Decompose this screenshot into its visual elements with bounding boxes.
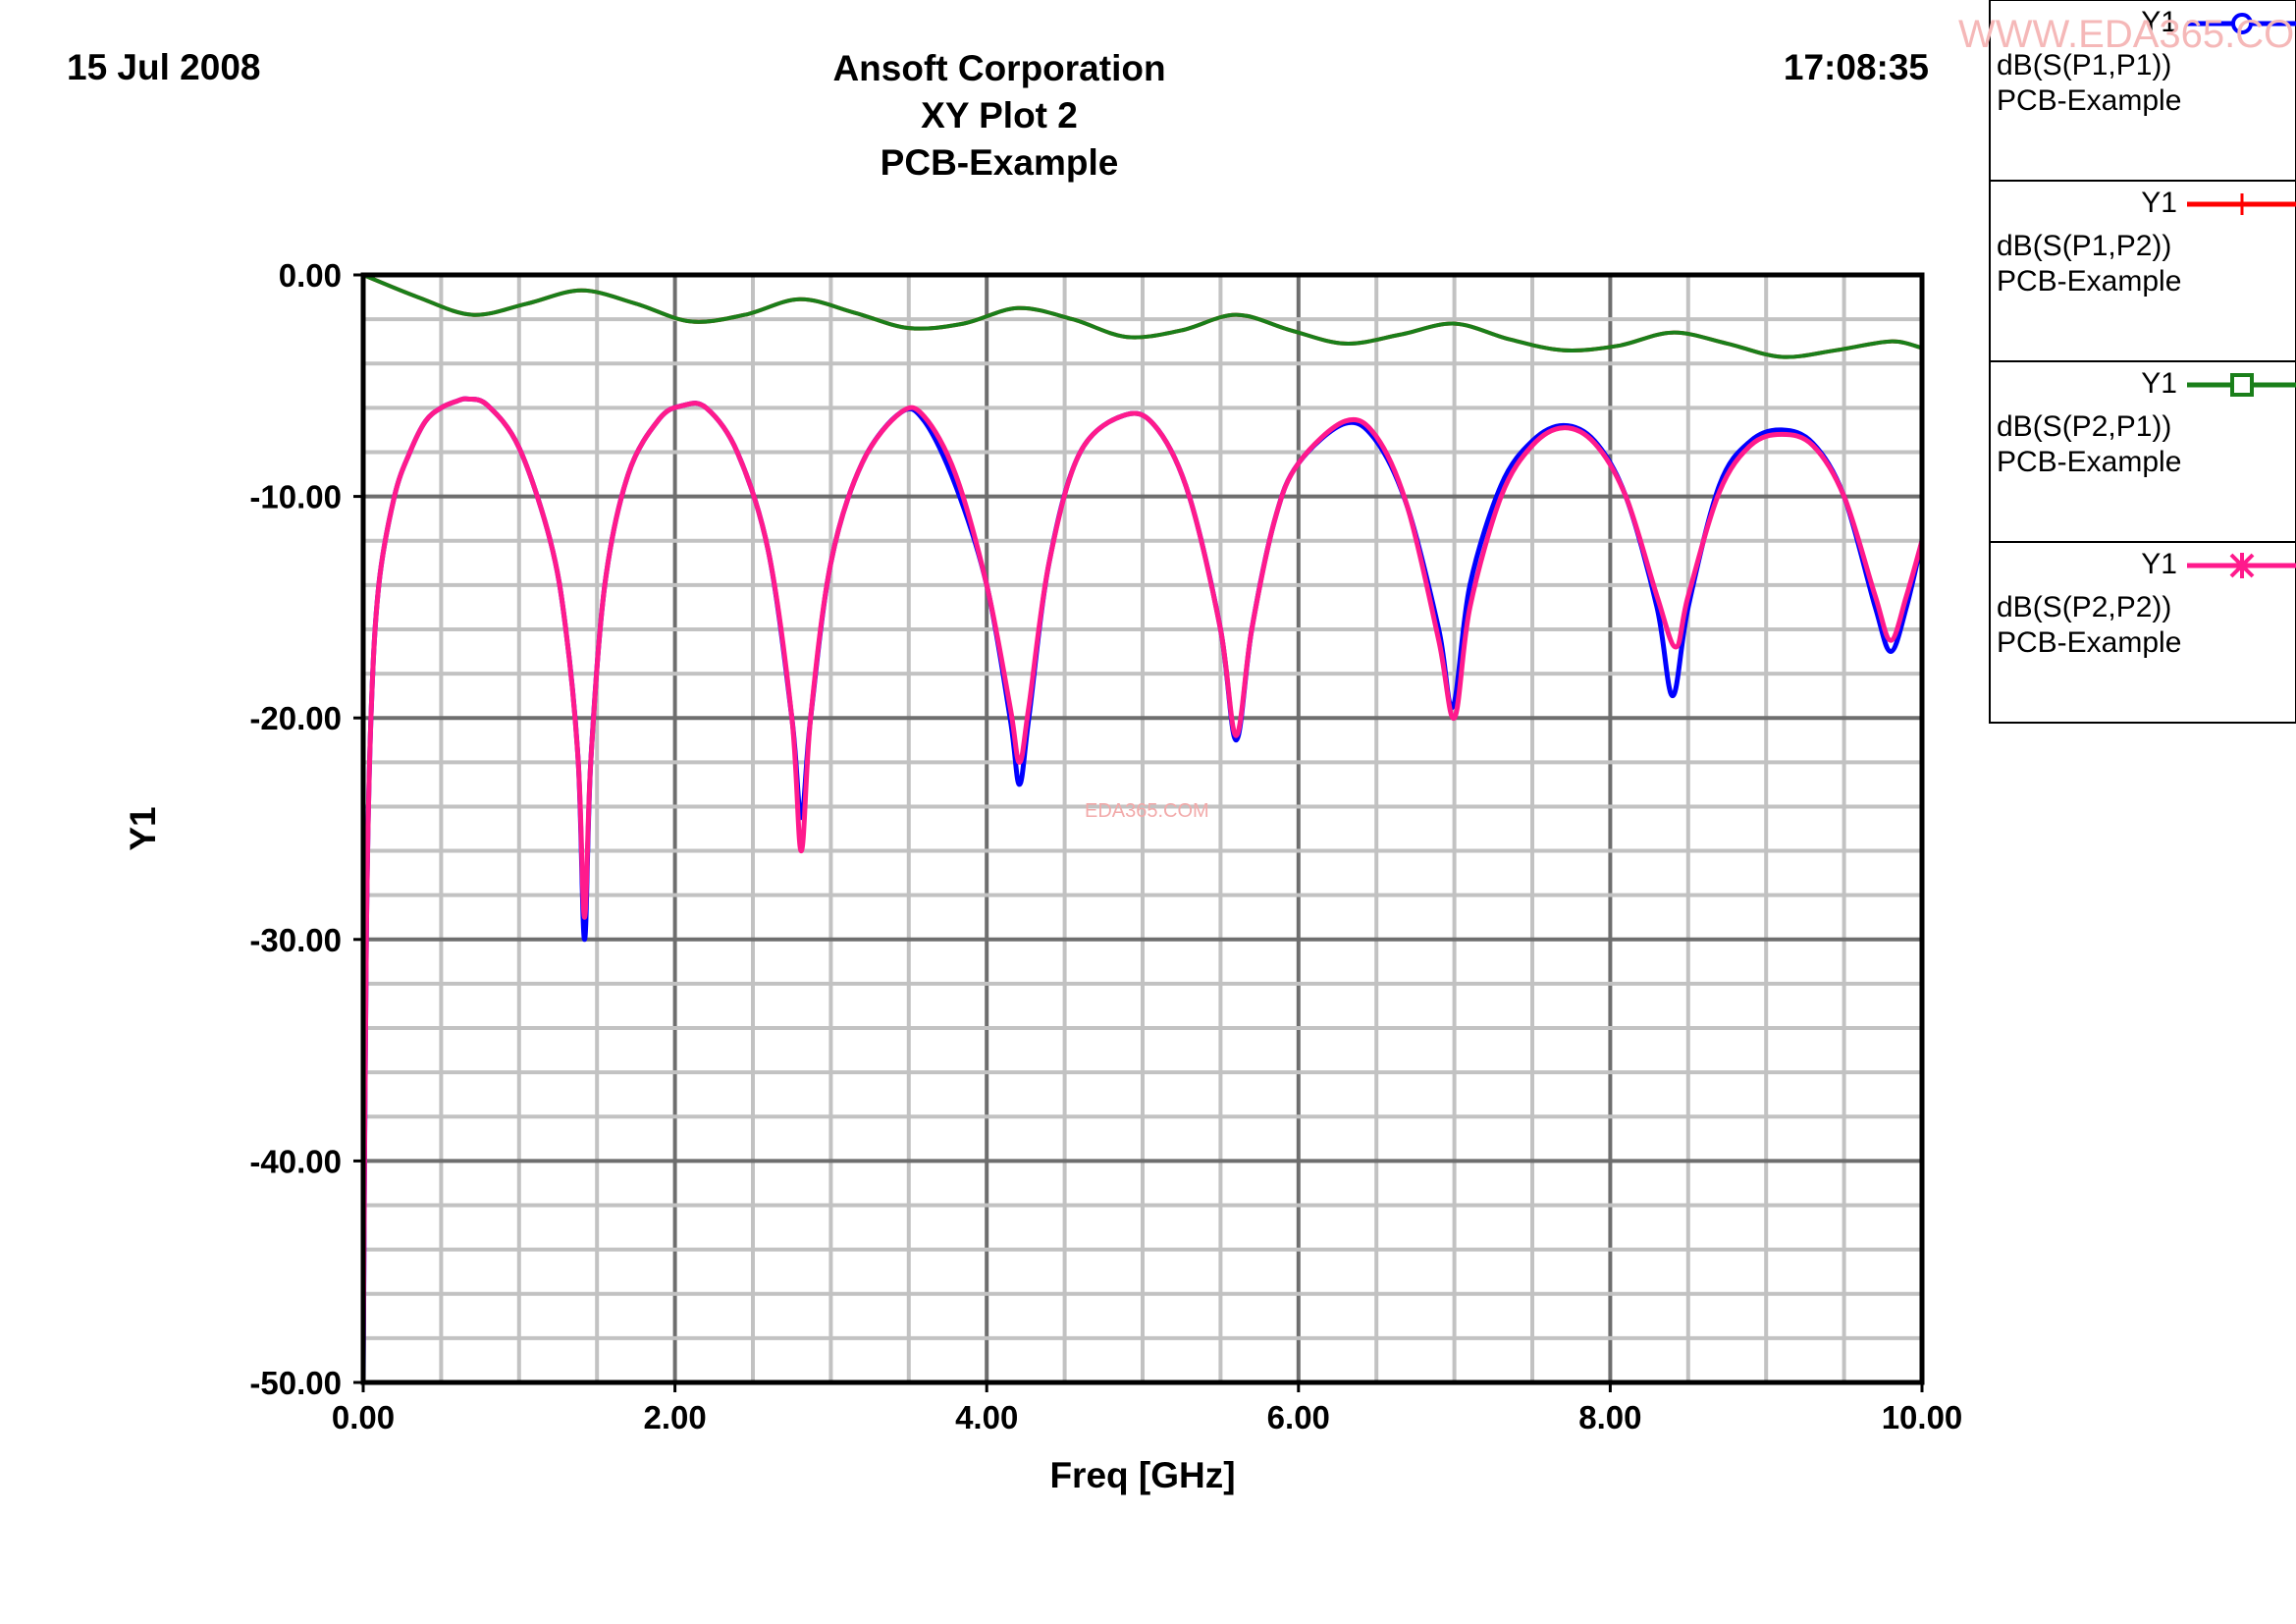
plot-series — [360, 273, 1925, 1383]
legend-entry[interactable]: Y1 dB(S(P2,P2))PCB-Example — [1989, 541, 2296, 724]
series-line-3 — [362, 273, 1923, 359]
legend-entry[interactable]: Y1 dB(S(P1,P2))PCB-Example — [1989, 180, 2296, 362]
series-line-4 — [360, 396, 1925, 1361]
square-marker-icon — [2230, 373, 2254, 397]
legend-design-name: PCB-Example — [1997, 446, 2181, 478]
x-tick-label: 2.00 — [643, 1399, 706, 1435]
legend-entry[interactable]: Y1 dB(S(P2,P1))PCB-Example — [1989, 360, 2296, 543]
x-tick-label: 8.00 — [1578, 1399, 1641, 1435]
legend-axis-label: Y1 — [2141, 6, 2177, 38]
asterisk-marker-icon — [2229, 553, 2255, 578]
legend-entry-box — [1989, 541, 2296, 724]
legend-design-name: PCB-Example — [1997, 84, 2181, 117]
legend-entry-box — [1989, 180, 2296, 362]
y-tick-label: -10.00 — [249, 479, 342, 515]
x-axis-label: Freq [GHz] — [1049, 1455, 1235, 1495]
legend-axis-label: Y1 — [2141, 367, 2177, 400]
legend-series-name: dB(S(P1,P1)) — [1997, 49, 2171, 81]
x-tick-label: 6.00 — [1267, 1399, 1330, 1435]
y-tick-label: -40.00 — [249, 1143, 342, 1179]
y-tick-label: -20.00 — [249, 700, 342, 736]
legend-design-name: PCB-Example — [1997, 265, 2181, 298]
plot-time: 17:08:35 — [1783, 47, 1929, 87]
legend[interactable]: Y1dB(S(P1,P1))PCB-ExampleY1dB(S(P1,P2))P… — [1989, 0, 2296, 724]
x-tick-label: 4.00 — [955, 1399, 1018, 1435]
company-name: Ansoft Corporation — [832, 48, 1166, 88]
y-tick-label: 0.00 — [279, 257, 342, 294]
legend-series-name: dB(S(P2,P2)) — [1997, 591, 2171, 623]
legend-entry[interactable]: Y1 dB(S(P1,P1))PCB-Example — [1989, 0, 2296, 182]
y-tick-label: -50.00 — [249, 1365, 342, 1401]
legend-design-name: PCB-Example — [1997, 626, 2181, 659]
axis-ticks: 0.00 2.00 4.00 6.00 8.00 10.00 0.00 -10.00 -20.0… — [249, 257, 1962, 1435]
plot-frame — [360, 272, 1925, 1385]
plot-title: XY Plot 2 — [921, 95, 1078, 135]
legend-axis-label: Y1 — [2141, 548, 2177, 580]
legend-series-name: dB(S(P2,P1)) — [1997, 410, 2171, 443]
design-name: PCB-Example — [880, 142, 1119, 183]
x-tick-label: 0.00 — [332, 1399, 395, 1435]
plot-grid — [363, 275, 1922, 1382]
circle-marker-icon — [2231, 13, 2253, 34]
y-axis-label: Y1 — [123, 806, 163, 850]
legend-series-name: dB(S(P1,P2)) — [1997, 230, 2171, 262]
legend-axis-label: Y1 — [2141, 187, 2177, 219]
x-tick-label: 10.00 — [1882, 1399, 1963, 1435]
y-tick-label: -30.00 — [249, 922, 342, 958]
plot-date: 15 Jul 2008 — [67, 47, 261, 87]
watermark-top: WWW.EDA365.COM — [1958, 13, 2296, 56]
watermark-center: EDA365.COM — [1085, 800, 1209, 822]
